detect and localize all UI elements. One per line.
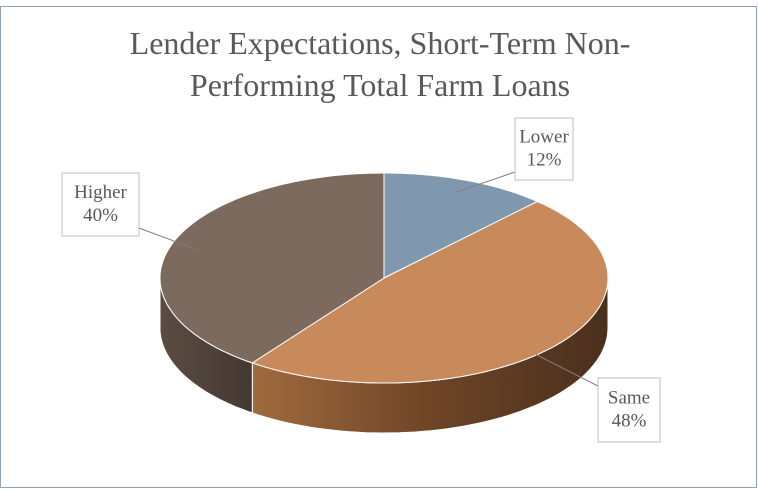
data-label: 12% bbox=[527, 149, 562, 170]
data-label: 48% bbox=[612, 410, 647, 431]
category-label: Higher bbox=[74, 182, 127, 203]
leader-line bbox=[535, 354, 599, 387]
label-box bbox=[514, 117, 574, 181]
chart-title: Lender Expectations, Short-Term Non-Perf… bbox=[129, 25, 631, 103]
leader-line bbox=[456, 171, 516, 193]
slice bbox=[159, 172, 385, 364]
slice bbox=[383, 172, 539, 279]
label-box bbox=[61, 172, 140, 237]
slice bbox=[251, 200, 609, 384]
chart-frame bbox=[0, 6, 757, 488]
category-label: Lower bbox=[519, 126, 569, 147]
data-label: 40% bbox=[83, 205, 118, 226]
leader-line bbox=[138, 227, 197, 250]
label-box bbox=[597, 377, 661, 443]
category-label: Same bbox=[608, 387, 650, 408]
